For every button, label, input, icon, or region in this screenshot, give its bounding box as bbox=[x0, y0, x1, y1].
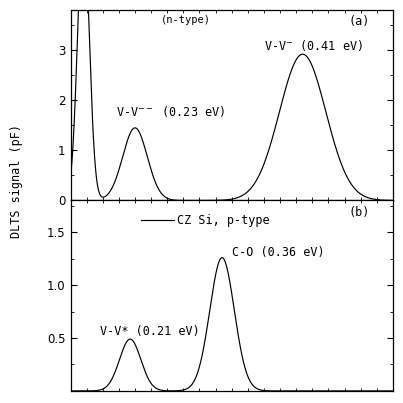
Text: CZ Si, p-type: CZ Si, p-type bbox=[177, 214, 270, 227]
Text: (a): (a) bbox=[349, 15, 370, 28]
Text: V-V* (0.21 eV): V-V* (0.21 eV) bbox=[100, 325, 199, 338]
Text: V-V$^{-}$ (0.41 eV): V-V$^{-}$ (0.41 eV) bbox=[264, 38, 363, 53]
Text: (b): (b) bbox=[349, 206, 370, 219]
Text: DLTS signal (pF): DLTS signal (pF) bbox=[10, 125, 23, 238]
Text: V-V$^{--}$ (0.23 eV): V-V$^{--}$ (0.23 eV) bbox=[116, 104, 224, 119]
Text: C-O (0.36 eV): C-O (0.36 eV) bbox=[232, 245, 324, 258]
Text: (n-type): (n-type) bbox=[161, 15, 211, 25]
